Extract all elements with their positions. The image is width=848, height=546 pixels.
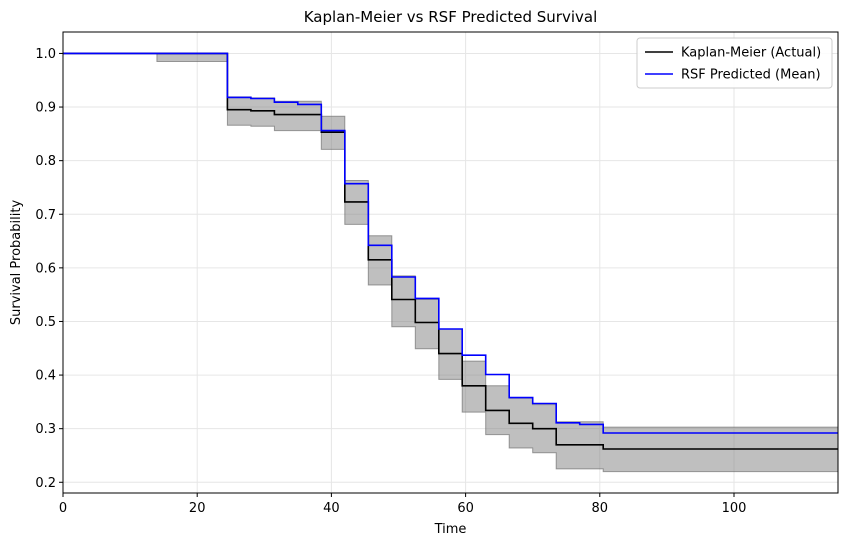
x-axis-label: Time <box>434 522 467 537</box>
x-tick-label: 0 <box>59 501 67 516</box>
y-tick-label: 0.2 <box>35 476 56 491</box>
y-axis-ticks: 0.2 0.3 0.4 0.5 0.6 0.7 0.8 0.9 1.0 <box>35 47 63 491</box>
x-tick-label: 80 <box>592 501 609 516</box>
legend-label: Kaplan-Meier (Actual) <box>681 46 821 61</box>
y-axis-label: Survival Probability <box>9 200 24 326</box>
rsf-predicted-line <box>63 52 838 434</box>
legend-box <box>636 37 833 89</box>
plot-frame <box>62 31 839 494</box>
x-tick-label: 20 <box>189 501 206 516</box>
y-tick-label: 0.6 <box>35 261 56 276</box>
y-tick-label: 0.5 <box>35 315 56 330</box>
y-tick-label: 0.3 <box>35 422 56 437</box>
legend-label: RSF Predicted (Mean) <box>681 68 821 83</box>
y-tick-label: 0.8 <box>35 154 56 169</box>
y-tick-label: 0.9 <box>35 101 56 116</box>
series-lines <box>63 52 838 450</box>
y-tick-label: 0.4 <box>35 369 56 384</box>
x-tick-label: 40 <box>323 501 340 516</box>
y-tick-label: 0.7 <box>35 208 56 223</box>
x-tick-label: 100 <box>722 501 747 516</box>
chart-title: Kaplan-Meier vs RSF Predicted Survival <box>304 8 598 26</box>
grid-lines <box>62 32 838 493</box>
x-tick-label: 60 <box>457 501 474 516</box>
x-axis-ticks: 0 20 40 60 80 100 <box>59 493 747 516</box>
legend: Kaplan-Meier (Actual) RSF Predicted (Mean… <box>636 37 833 89</box>
y-tick-label: 1.0 <box>35 47 56 62</box>
km-actual-line <box>63 52 838 450</box>
